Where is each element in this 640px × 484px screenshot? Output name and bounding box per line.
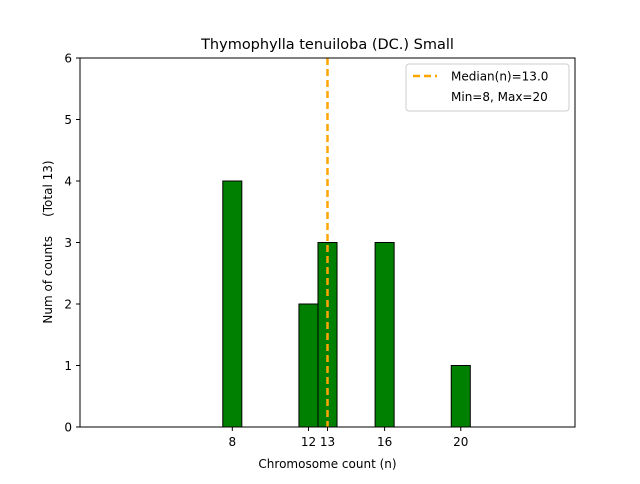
x-tick-label: 8 bbox=[228, 435, 236, 449]
x-tick-label: 12 bbox=[301, 435, 316, 449]
x-axis-label: Chromosome count (n) bbox=[258, 457, 396, 471]
bar-12 bbox=[298, 303, 319, 428]
legend: Median(n)=13.0 Min=8, Max=20 bbox=[405, 63, 570, 112]
y-tick-label: 5 bbox=[64, 113, 72, 127]
x-tick-label: 13 bbox=[320, 435, 335, 449]
y-tick-label: 0 bbox=[64, 421, 72, 435]
y-axis-label: Num of counts (Total 13) bbox=[41, 160, 55, 323]
y-tick-label: 4 bbox=[64, 175, 72, 189]
x-axis-ticks: 8 12 13 16 20 bbox=[228, 427, 468, 449]
y-tick-label: 6 bbox=[64, 52, 72, 66]
bar-16 bbox=[374, 242, 395, 428]
bar-20 bbox=[450, 365, 471, 428]
y-tick-label: 3 bbox=[64, 236, 72, 250]
bar-8 bbox=[222, 180, 243, 428]
y-tick-label: 1 bbox=[64, 359, 72, 373]
x-tick-label: 20 bbox=[453, 435, 468, 449]
y-tick-label: 2 bbox=[64, 298, 72, 312]
legend-box bbox=[405, 63, 570, 112]
x-tick-label: 16 bbox=[377, 435, 392, 449]
y-axis-ticks: 0 1 2 3 4 5 6 bbox=[64, 52, 80, 435]
legend-minmax-label: Min=8, Max=20 bbox=[451, 90, 548, 104]
legend-median-label: Median(n)=13.0 bbox=[451, 70, 548, 84]
chart-title: Thymophylla tenuiloba (DC.) Small bbox=[200, 37, 454, 53]
